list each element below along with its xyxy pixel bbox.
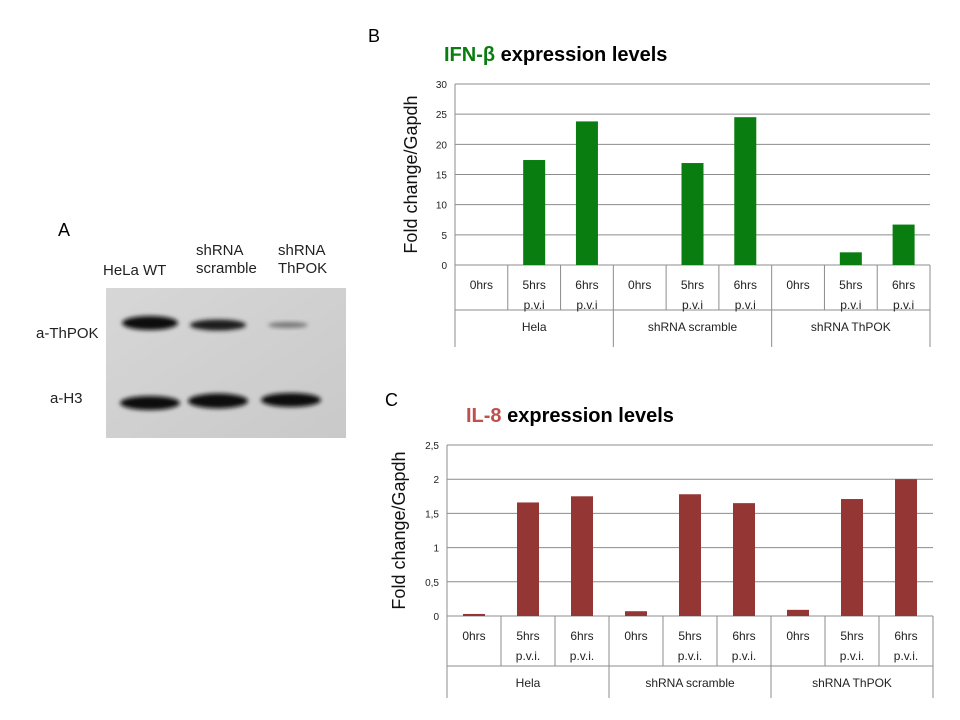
x-tick-label: 0hrs <box>786 278 809 292</box>
chart-title-ifn: IFN-β expression levels <box>444 44 667 67</box>
y-tick-label: 20 <box>436 140 448 151</box>
bar <box>841 499 863 616</box>
blot-row-label-thpok: a-ThPOK <box>36 325 99 342</box>
chart-title-prefix: IL-8 <box>466 405 502 427</box>
x-tick-sublabel: p.v.i. <box>840 649 864 663</box>
x-tick-sublabel: p.v.i <box>735 298 756 312</box>
band-thpok-hela-wt <box>122 316 178 330</box>
x-tick-sublabel: p.v.i. <box>894 649 918 663</box>
blot-membrane <box>106 288 346 438</box>
y-tick-label: 0 <box>433 612 439 623</box>
x-tick-label: 5hrs <box>516 629 539 643</box>
y-tick-label: 25 <box>436 110 448 121</box>
x-tick-sublabel: p.v.i <box>576 298 597 312</box>
blot-column-line1: shRNA <box>196 242 244 259</box>
chart-title-il8: IL-8 expression levels <box>466 405 674 428</box>
bar <box>892 224 915 265</box>
ifn-beta-bar-chart: 0 5 10 15 20 25 30 0hrs 5hrs p.v.i 6hrs p.v.i 0hrs 5h… <box>401 80 931 347</box>
blot-column-line2: scramble <box>196 260 257 277</box>
group-label: shRNA ThPOK <box>811 320 891 334</box>
chart-title-suffix: expression levels <box>495 44 668 66</box>
western-blot-image <box>106 288 346 438</box>
x-tick-sublabel: p.v.i. <box>678 649 702 663</box>
y-tick-label: 15 <box>436 171 448 182</box>
blot-column-line1: shRNA <box>278 242 326 259</box>
y-tick-label: 0 <box>441 261 447 272</box>
y-tick-label: 2,5 <box>425 441 439 452</box>
y-tick-label: 0,5 <box>425 578 439 589</box>
x-tick-label: 6hrs <box>575 278 598 292</box>
blot-column-shrna-scramble: shRNA scramble <box>196 242 257 278</box>
blot-column-line2: ThPOK <box>278 260 328 277</box>
group-label: shRNA scramble <box>645 676 735 690</box>
y-axis-title: Fold change/Gapdh <box>389 451 409 609</box>
x-tick-sublabel: p.v.i. <box>516 649 540 663</box>
y-tick-label: 1 <box>433 544 439 555</box>
x-tick-sublabel: p.v.i <box>524 298 545 312</box>
x-tick-label: 5hrs <box>522 278 545 292</box>
panel-letter-a: A <box>58 220 71 240</box>
x-tick-label: 6hrs <box>892 278 915 292</box>
x-tick-label: 6hrs <box>734 278 757 292</box>
panel-letter-c: C <box>385 390 398 410</box>
x-tick-label: 5hrs <box>839 278 862 292</box>
x-tick-label: 5hrs <box>681 278 704 292</box>
y-axis-title: Fold change/Gapdh <box>401 95 421 253</box>
group-label: shRNA ThPOK <box>812 676 892 690</box>
blot-column-shrna-thpok: shRNA ThPOK <box>278 242 327 278</box>
x-tick-label: 5hrs <box>840 629 863 643</box>
chart-title-prefix: IFN-β <box>444 44 496 66</box>
bar <box>571 496 593 616</box>
x-tick-label: 6hrs <box>732 629 755 643</box>
x-tick-sublabel: p.v.i <box>682 298 703 312</box>
blot-row-label-h3: a-H3 <box>50 390 83 407</box>
bar <box>733 503 755 616</box>
bar <box>679 494 701 616</box>
il8-bar-chart: 0 0,5 1 1,5 2 2,5 0hrs 5hrs p.v.i. 6hrs p.v.i. 0hrs… <box>389 441 934 698</box>
bar <box>625 611 647 616</box>
chart-title-suffix: expression levels <box>501 405 674 427</box>
x-tick-label: 6hrs <box>570 629 593 643</box>
band-h3-hela-wt <box>120 396 180 410</box>
bar <box>575 121 598 265</box>
x-tick-sublabel: p.v.i. <box>732 649 756 663</box>
y-tick-label: 5 <box>441 231 447 242</box>
group-label: Hela <box>522 320 547 334</box>
bar <box>787 609 809 616</box>
x-tick-sublabel: p.v.i <box>840 298 861 312</box>
group-label: Hela <box>516 676 541 690</box>
band-thpok-shrna-scramble <box>190 319 246 331</box>
y-tick-label: 10 <box>436 201 448 212</box>
x-tick-label: 0hrs <box>470 278 493 292</box>
group-label: shRNA scramble <box>648 320 738 334</box>
band-thpok-shrna-thpok <box>268 322 308 328</box>
band-h3-shrna-scramble <box>188 393 248 409</box>
y-tick-label: 1,5 <box>425 509 439 520</box>
band-h3-shrna-thpok <box>261 393 321 407</box>
x-tick-sublabel: p.v.i <box>893 298 914 312</box>
blot-column-line2: HeLa WT <box>103 262 167 279</box>
bar <box>681 163 704 265</box>
bar <box>895 479 917 616</box>
bar <box>839 252 862 265</box>
x-tick-sublabel: p.v.i. <box>570 649 594 663</box>
panel-letter-b: B <box>368 26 381 46</box>
x-tick-label: 0hrs <box>628 278 651 292</box>
y-tick-label: 30 <box>436 80 448 91</box>
x-tick-label: 5hrs <box>678 629 701 643</box>
x-tick-label: 0hrs <box>786 629 809 643</box>
bar <box>463 613 485 616</box>
bar <box>734 117 757 265</box>
bar <box>517 502 539 616</box>
bar <box>523 160 546 265</box>
blot-column-hela-wt: HeLa WT <box>103 262 166 280</box>
x-tick-label: 0hrs <box>624 629 647 643</box>
y-tick-label: 2 <box>433 475 439 486</box>
x-tick-label: 0hrs <box>462 629 485 643</box>
x-tick-label: 6hrs <box>894 629 917 643</box>
